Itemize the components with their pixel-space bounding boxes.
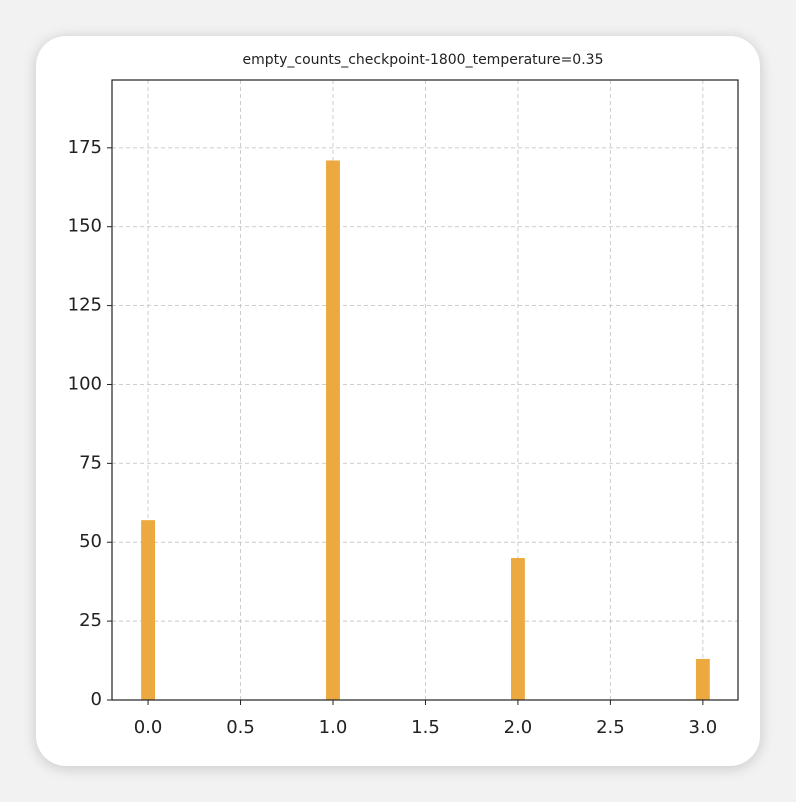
bar [510, 558, 525, 700]
x-tick-label: 2.5 [596, 717, 625, 738]
y-tick-label: 175 [68, 137, 102, 158]
bar [326, 160, 340, 700]
y-tick-label: 100 [68, 373, 102, 394]
bar [141, 520, 155, 700]
y-tick-label: 50 [79, 531, 102, 552]
x-tick-label: 1.0 [319, 717, 348, 738]
y-tick-label: 150 [68, 216, 102, 237]
y-tick-label: 125 [68, 295, 102, 316]
chart-title: empty_counts_checkpoint-1800_temperature… [243, 52, 604, 68]
bar [695, 658, 710, 700]
y-tick-label: 0 [91, 689, 102, 710]
card [36, 36, 760, 766]
y-tick-label: 25 [79, 610, 102, 631]
x-tick-label: 0.0 [134, 717, 163, 738]
x-tick-label: 0.5 [226, 717, 255, 738]
x-tick-label: 2.0 [504, 717, 533, 738]
x-tick-label: 3.0 [689, 717, 718, 738]
x-tick-label: 1.5 [411, 717, 440, 738]
plot-frame [111, 79, 739, 701]
y-tick-label: 75 [79, 452, 102, 473]
